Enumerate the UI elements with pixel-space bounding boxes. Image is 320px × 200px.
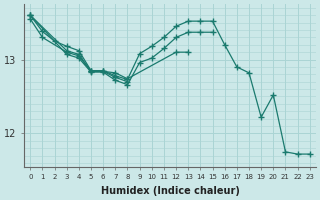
X-axis label: Humidex (Indice chaleur): Humidex (Indice chaleur) bbox=[100, 186, 239, 196]
